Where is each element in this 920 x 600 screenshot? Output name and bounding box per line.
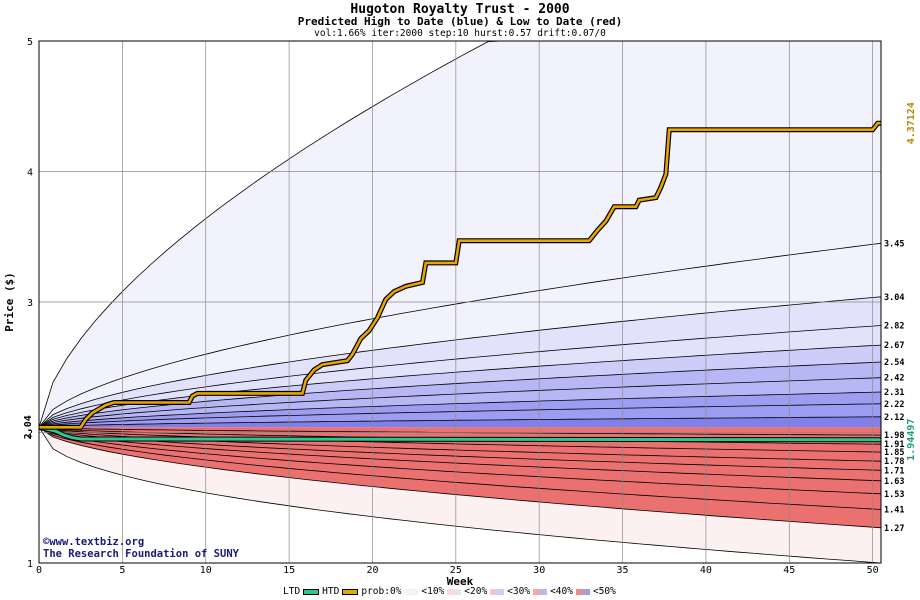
high-band-6	[39, 377, 881, 428]
level-label-2: 2.82	[884, 321, 904, 331]
x-tick-label-0: 0	[36, 565, 42, 576]
legend-item-10: <10%	[421, 586, 445, 597]
level-label-16: 1.41	[884, 505, 904, 515]
high-band-3	[39, 325, 881, 428]
low-contour-7	[38, 426, 882, 495]
level-label-1: 3.04	[884, 293, 904, 303]
level-label-0: 3.45	[884, 239, 904, 249]
high-contour-4	[38, 344, 882, 428]
high-contour-2	[38, 296, 882, 428]
low-contour-9	[38, 426, 882, 529]
ltd-final-value: 1.94497	[906, 419, 917, 461]
low-contour-8	[38, 426, 882, 510]
low-contour-0	[38, 427, 882, 564]
x-tick-label-4: 20	[366, 565, 378, 576]
legend-ltd-label: LTD	[283, 586, 301, 597]
y-tick-label-2: 3	[27, 298, 33, 309]
high-contour-6	[38, 377, 882, 428]
y-tick-label-4: 5	[27, 37, 33, 48]
chart-params: vol:1.66% iter:2000 step:10 hurst:0.57 d…	[314, 28, 606, 39]
level-label-5: 2.42	[884, 374, 904, 384]
x-tick-label-1: 5	[119, 565, 125, 576]
legend-item-20: <20%	[464, 586, 488, 597]
chart-subtitle: Predicted High to Date (blue) & Low to D…	[297, 15, 623, 28]
htd-line	[39, 121, 881, 429]
legend-swatch-0	[404, 588, 419, 595]
high-band-7	[39, 392, 881, 428]
x-tick-label-5: 25	[450, 565, 462, 576]
level-label-8: 2.12	[884, 413, 904, 423]
x-tick-label-9: 45	[783, 565, 795, 576]
y-axis-label: Price ($)	[3, 272, 16, 332]
level-label-3: 2.67	[884, 341, 904, 351]
legend-swatch-40	[575, 588, 590, 595]
legend-prob-label: prob:0%	[361, 586, 402, 597]
low-contour-3	[38, 426, 882, 453]
legend-swatch-20	[490, 588, 505, 595]
level-label-12: 1.78	[884, 457, 904, 467]
x-axis-label: Week	[447, 575, 474, 588]
x-tick-label-7: 35	[617, 565, 629, 576]
y-tick-label-0: 1	[27, 559, 33, 570]
legend-item-30: <30%	[507, 586, 531, 597]
y-tick-label-3: 4	[27, 168, 33, 179]
level-label-10: 1.91	[884, 440, 904, 450]
x-tick-label-10: 50	[867, 565, 879, 576]
high-band-4	[39, 345, 881, 428]
high-band-5	[39, 362, 881, 428]
x-tick-label-8: 40	[700, 565, 712, 576]
htd-final-value: 4.37124	[906, 102, 917, 144]
y-tick-label-1: 2	[27, 429, 33, 440]
high-band-9	[39, 416, 881, 428]
low-contour-5	[38, 426, 882, 471]
legend-swatch-10	[447, 588, 462, 595]
level-label-17: 1.27	[884, 524, 904, 534]
start-price-label: 2.04	[23, 415, 34, 439]
high-band-2	[39, 296, 881, 428]
high-contour-9	[38, 416, 882, 428]
legend-htd-label: HTD	[322, 586, 340, 597]
high-contour-8	[38, 403, 882, 428]
low-contour-6	[38, 426, 882, 482]
plot-frame	[38, 40, 882, 564]
high-band-8	[39, 403, 881, 428]
legend-swatch-30	[533, 588, 548, 595]
level-label-4: 2.54	[884, 358, 904, 368]
level-label-9: 1.98	[884, 431, 904, 441]
x-tick-label-6: 30	[533, 565, 545, 576]
level-label-13: 1.71	[884, 466, 904, 476]
level-label-14: 1.63	[884, 477, 904, 487]
level-label-15: 1.53	[884, 490, 904, 500]
high-band-1	[39, 243, 881, 428]
watermark-url: ©www.textbiz.org	[43, 536, 144, 548]
low-band-9	[39, 427, 881, 528]
legend-item-40: <40%	[550, 586, 573, 597]
x-tick-label-3: 15	[283, 565, 295, 576]
level-label-6: 2.31	[884, 388, 904, 398]
high-contour-1	[38, 242, 882, 428]
high-contour-3	[38, 325, 882, 428]
watermark-org: The Research Foundation of SUNY	[43, 548, 240, 560]
legend-ltd-swatch	[303, 588, 320, 595]
legend-item-50: <50%	[592, 586, 616, 597]
x-tick-label-2: 10	[200, 565, 212, 576]
legend: LTD HTD prob:0% <10% <20% <30% <40% <50%	[283, 586, 616, 597]
ltd-line	[38, 425, 882, 442]
chart-title: Hugoton Royalty Trust - 2000	[350, 2, 570, 17]
high-contour-7	[38, 391, 882, 428]
legend-htd-swatch	[342, 588, 359, 595]
level-label-11: 1.85	[884, 448, 904, 458]
level-label-7: 2.22	[884, 400, 904, 410]
